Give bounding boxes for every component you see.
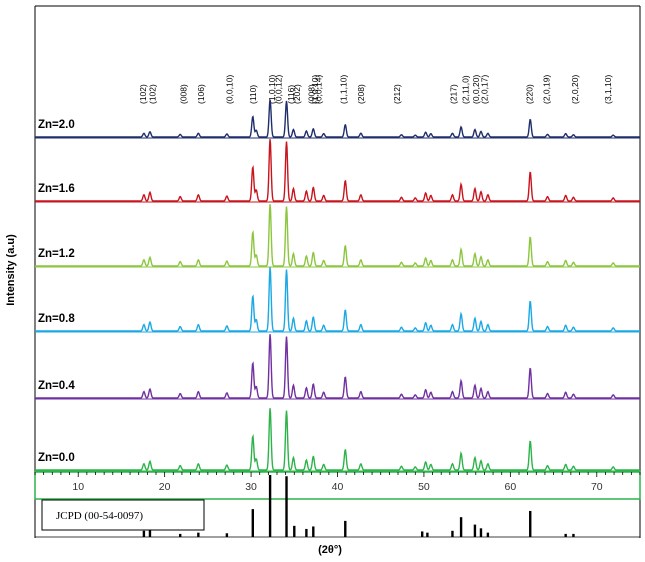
peak-label: (202)	[292, 84, 302, 104]
peak-label: (0,0,12)	[274, 75, 284, 104]
reference-pattern: JCPD (00-54-0097)	[35, 475, 640, 538]
series-line	[35, 334, 640, 399]
y-axis-label: Intensity (a.u)	[5, 234, 17, 306]
series-label: Zn=0.4	[38, 380, 75, 392]
peak-label: (2,0,20)	[570, 75, 580, 104]
reference-legend-box	[41, 499, 205, 531]
peak-label: (220)	[524, 84, 534, 104]
peak-label: (0,0,10)	[225, 75, 235, 104]
peak-label: (008)	[179, 84, 189, 104]
peak-label: (1,0,10)	[267, 75, 277, 104]
series-line	[35, 408, 640, 471]
x-tick-label: 70	[591, 481, 603, 493]
reference-legend-label: JCPD (00-54-0097)	[56, 510, 143, 522]
x-axis-label: (2θ°)	[318, 544, 342, 556]
series-line	[35, 267, 640, 332]
peak-label: (102)	[148, 84, 158, 104]
peak-label: (110)	[248, 85, 258, 104]
series-label: Zn=2.0	[38, 119, 75, 131]
peak-label: (116)	[286, 85, 296, 104]
peak-label: (1,1,10)	[339, 75, 349, 104]
series-label: Zn=0.0	[38, 452, 75, 464]
peak-label: (1,0,10)	[310, 75, 320, 104]
peak-label: (208)	[356, 84, 366, 104]
peak-label: (2,11,0)	[460, 75, 470, 104]
x-tick-label: 60	[505, 481, 517, 493]
x-tick-label: 20	[159, 481, 171, 493]
x-tick-label: 50	[418, 481, 430, 493]
series-line	[35, 99, 640, 138]
series-group	[35, 99, 640, 472]
peak-label: (217)	[448, 84, 458, 104]
peak-label: (3,1,10)	[603, 75, 613, 104]
x-tick-label: 10	[72, 481, 84, 493]
x-tick-label: 40	[332, 481, 344, 493]
peak-label: (106)	[196, 84, 206, 104]
series-labels: Zn=2.0 Zn=1.6 Zn=1.2 Zn=0.8 Zn=0.4 Zn=0.0	[38, 119, 75, 464]
series-line	[35, 204, 640, 267]
peak-labels: (102) (102) (008) (106) (0,0,10) (110) (1,0,10…	[138, 75, 613, 104]
peak-label: (0,0,20)	[471, 75, 481, 104]
peak-label: (212)	[392, 84, 402, 104]
series-label: Zn=0.8	[38, 313, 75, 325]
peak-label: (0,0,14)	[314, 75, 324, 104]
series-label: Zn=1.6	[38, 183, 75, 195]
peak-label: (2,0,19)	[542, 75, 552, 104]
x-axis: 10 20 30 40 50 60 70	[34, 471, 641, 500]
series-label: Zn=1.2	[38, 248, 75, 260]
plot-frame	[34, 5, 641, 538]
peak-label: (008)	[307, 84, 317, 104]
peak-label: (2,0,17)	[479, 75, 489, 104]
series-line	[35, 139, 640, 202]
peak-label: (102)	[138, 84, 148, 104]
x-tick-label: 30	[245, 481, 257, 493]
